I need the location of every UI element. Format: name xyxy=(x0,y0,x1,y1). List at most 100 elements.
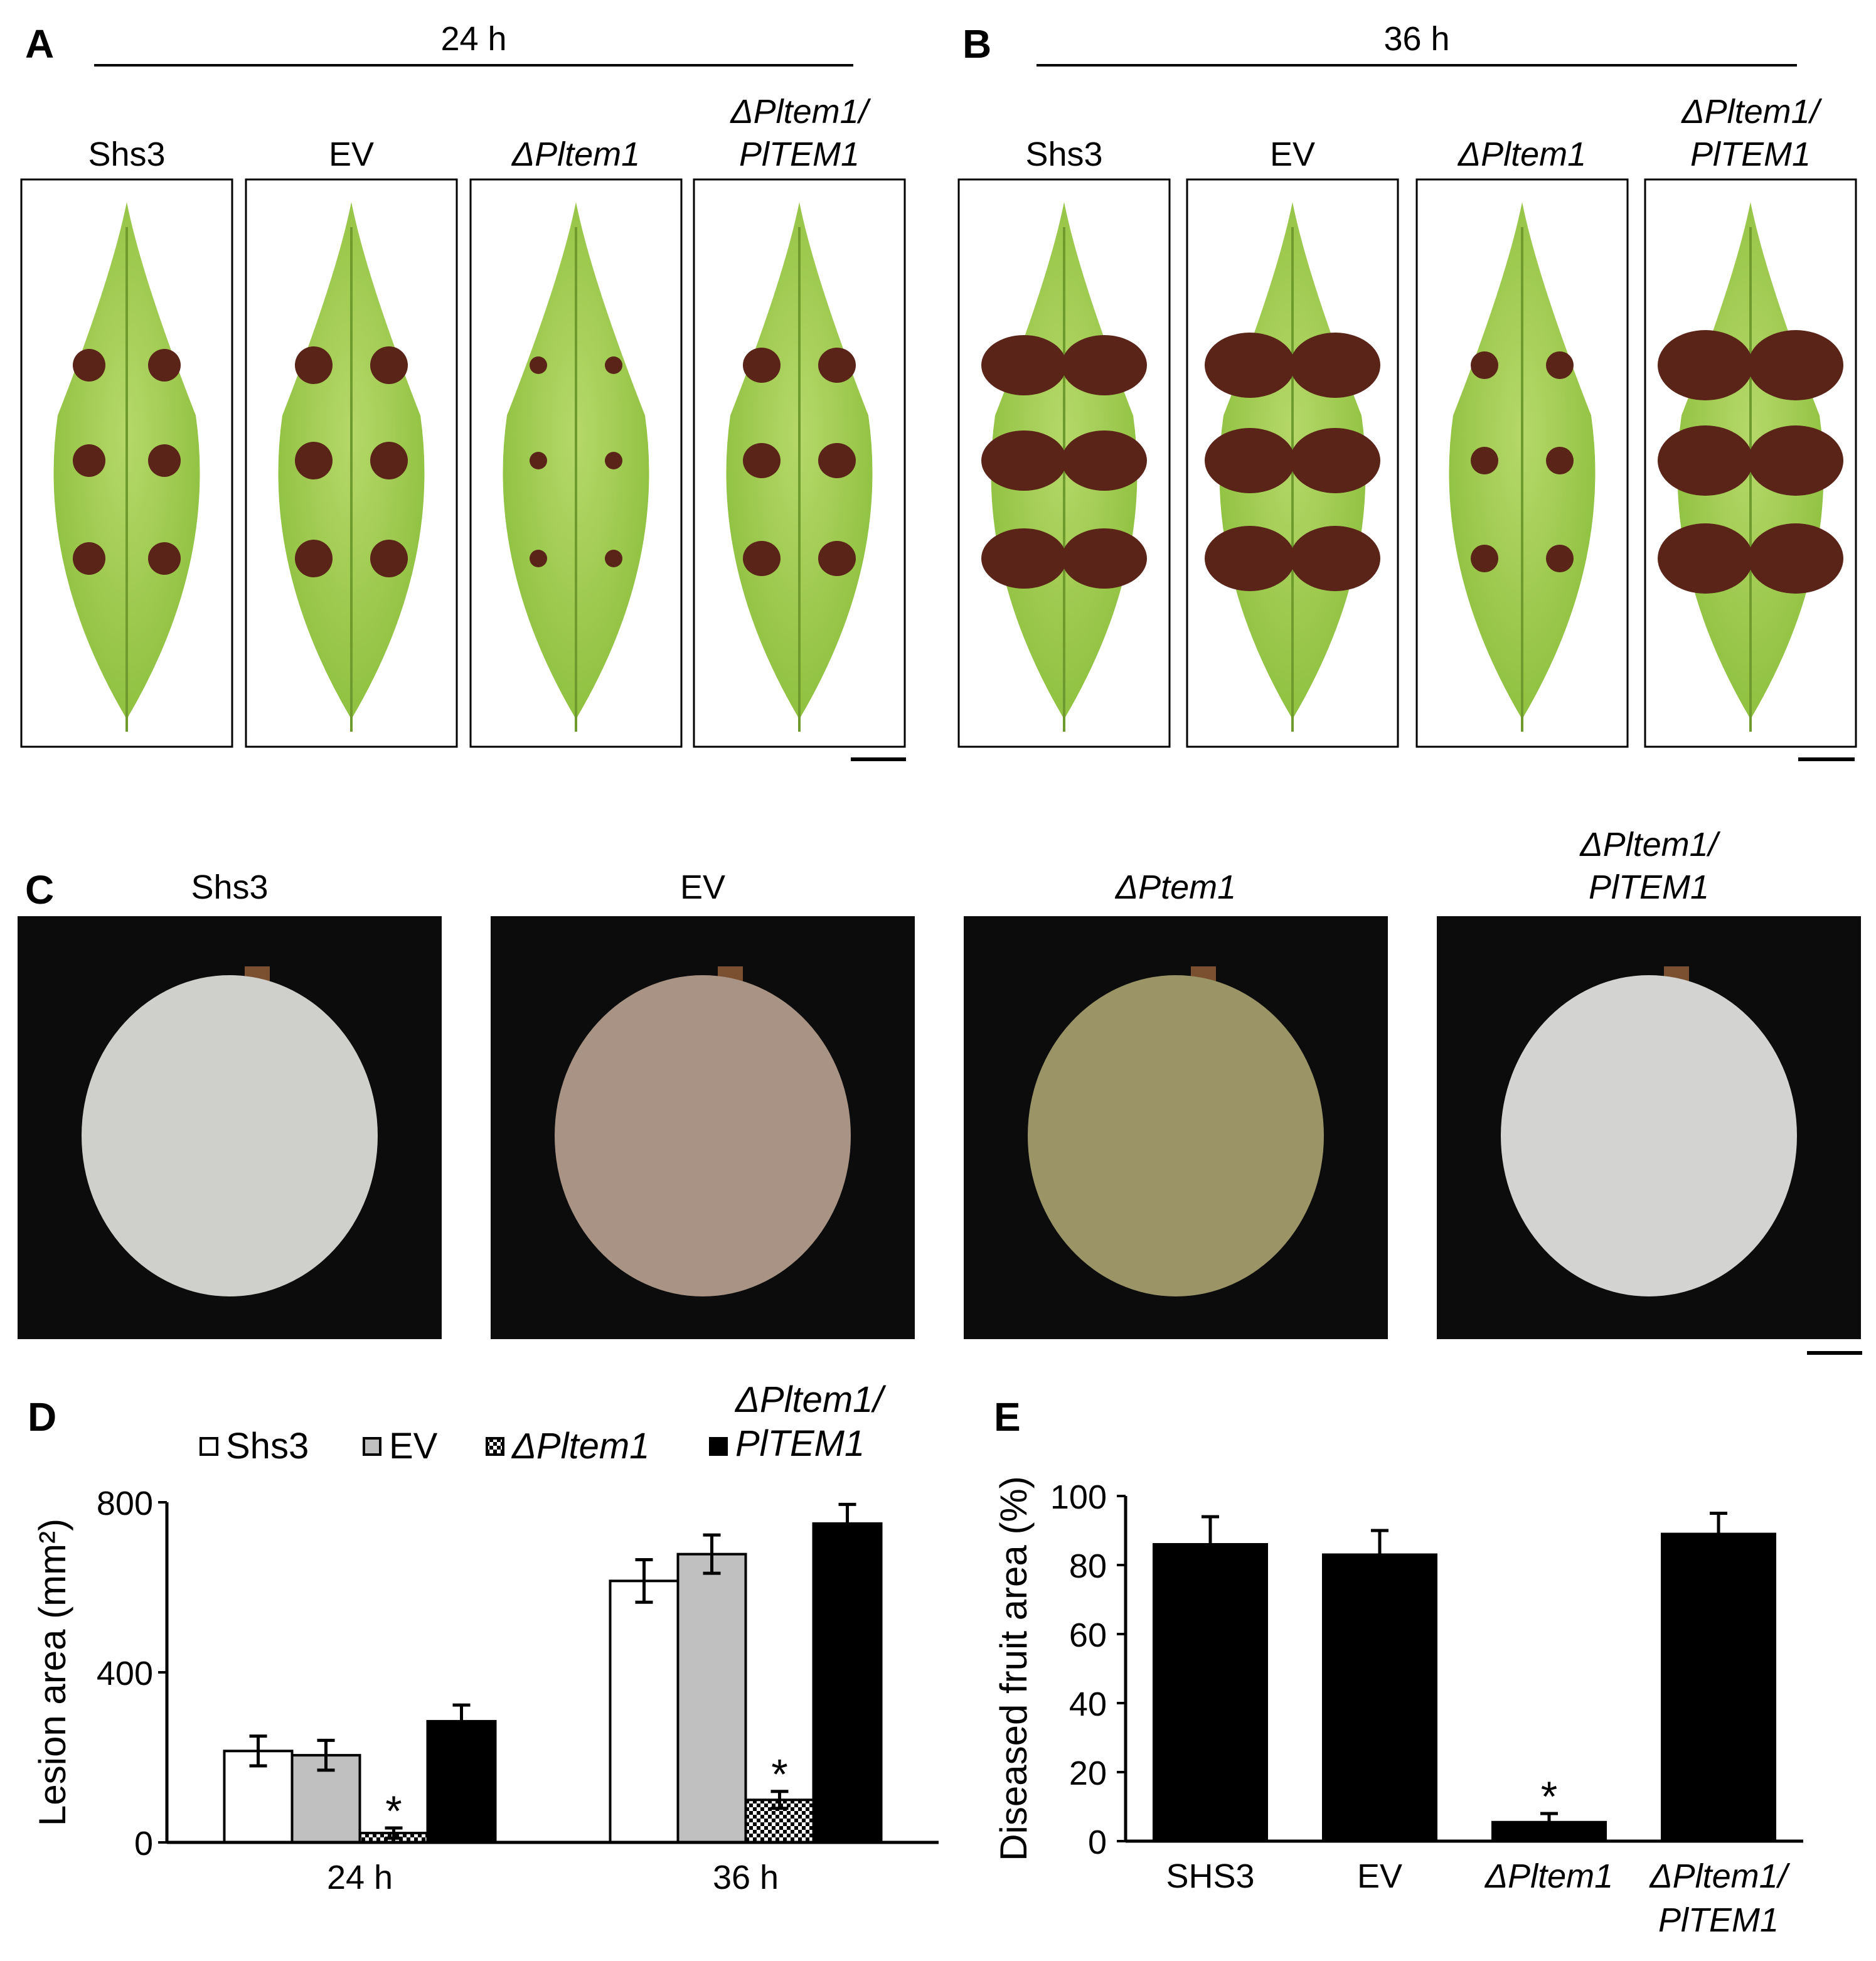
lesion xyxy=(295,346,333,384)
lesion xyxy=(1471,447,1498,474)
lesion xyxy=(1205,526,1295,591)
legend-label: ΔPltem1 xyxy=(511,1426,649,1467)
leaf-label: ΔPltem1/ xyxy=(729,93,871,131)
error-bar xyxy=(1710,1512,1727,1556)
lesion xyxy=(530,356,547,374)
lesion xyxy=(295,442,333,479)
leaf-label: EV xyxy=(329,136,374,173)
fruit xyxy=(82,975,378,1296)
error-bar xyxy=(1371,1529,1388,1581)
lesion xyxy=(530,452,547,469)
panel-letter: D xyxy=(28,1394,56,1440)
time-label: 36 h xyxy=(1383,20,1449,58)
lesion xyxy=(605,356,622,374)
bar xyxy=(426,1719,497,1844)
x-tick-label: SHS3 xyxy=(1166,1857,1254,1895)
lesion xyxy=(818,541,856,576)
lesion xyxy=(1290,526,1380,591)
lesion xyxy=(1062,430,1147,491)
lesion xyxy=(530,550,547,567)
lesion xyxy=(1546,545,1574,572)
y-tick-label: 0 xyxy=(134,1825,153,1862)
leaf-label: ΔPltem1 xyxy=(1457,136,1586,173)
lesion xyxy=(818,348,856,383)
x-tick-label: 24 h xyxy=(327,1859,393,1896)
lesion xyxy=(1748,523,1843,594)
legend-label: Shs3 xyxy=(226,1426,309,1467)
y-tick-label: 0 xyxy=(1088,1824,1107,1861)
leaf-label: ΔPltem1 xyxy=(511,136,640,173)
lesion xyxy=(73,444,105,477)
error-bar xyxy=(249,1734,267,1768)
leaf-label: PlTEM1 xyxy=(739,136,860,173)
lesion xyxy=(1471,545,1498,572)
significance: * xyxy=(1541,1773,1557,1820)
lesion xyxy=(148,444,181,477)
error-bar xyxy=(1540,1812,1558,1832)
lesion xyxy=(981,335,1067,395)
lesion xyxy=(1471,351,1498,379)
fruit xyxy=(1501,975,1797,1296)
lesion xyxy=(1290,428,1380,493)
x-tick-label: ΔPltem1 xyxy=(1484,1857,1613,1895)
leaf-label: PlTEM1 xyxy=(1690,136,1811,173)
bar xyxy=(1661,1532,1776,1842)
legend-swatch xyxy=(486,1437,504,1456)
lesion xyxy=(981,528,1067,589)
x-tick-label: EV xyxy=(1357,1857,1402,1895)
bar xyxy=(812,1522,883,1844)
fruit-label: PlTEM1 xyxy=(1589,868,1709,906)
lesion xyxy=(743,348,781,383)
lesion xyxy=(148,542,181,575)
lesion xyxy=(370,442,408,479)
x-tick-label: ΔPltem1/PlTEM1 xyxy=(1648,1857,1790,1939)
y-tick-label: 60 xyxy=(1069,1616,1107,1654)
legend-label: ΔPltem1/PlTEM1 xyxy=(734,1379,887,1464)
lesion xyxy=(743,443,781,478)
significance: * xyxy=(385,1787,402,1835)
lesion xyxy=(1205,428,1295,493)
lesion xyxy=(148,349,181,382)
legend-swatch xyxy=(363,1437,381,1456)
bar xyxy=(1153,1543,1268,1842)
lesion xyxy=(1062,335,1147,395)
lesion xyxy=(818,443,856,478)
significance: * xyxy=(771,1751,787,1798)
fruit-label: ΔPltem1/ xyxy=(1579,826,1720,863)
time-label: 24 h xyxy=(440,20,506,58)
lesion xyxy=(370,346,408,384)
error-bar xyxy=(385,1826,403,1840)
lesion xyxy=(295,540,333,577)
error-bar xyxy=(703,1533,721,1575)
y-tick-label: 40 xyxy=(1069,1686,1107,1723)
lesion xyxy=(1658,330,1753,400)
lesion xyxy=(73,542,105,575)
lesion xyxy=(1658,523,1753,594)
lesion xyxy=(605,452,622,469)
y-tick-label: 20 xyxy=(1069,1755,1107,1792)
bar xyxy=(676,1552,747,1844)
y-axis-label: Lesion area (mm²) xyxy=(31,1519,73,1826)
lesion xyxy=(1546,447,1574,474)
lesion xyxy=(605,550,622,567)
legend-swatch xyxy=(200,1437,218,1456)
lesion xyxy=(73,349,105,382)
leaf-label: EV xyxy=(1270,136,1315,173)
error-bar xyxy=(317,1738,335,1772)
error-bar xyxy=(452,1703,471,1739)
error-bar xyxy=(838,1502,856,1544)
error-bar xyxy=(770,1790,789,1810)
lesion xyxy=(1748,330,1843,400)
x-tick-label: 36 h xyxy=(713,1859,779,1896)
lesion xyxy=(1205,333,1295,398)
panel-letter: A xyxy=(25,21,54,67)
leaf-label: Shs3 xyxy=(1025,136,1102,173)
legend-swatch xyxy=(709,1437,728,1456)
lesion xyxy=(370,540,408,577)
y-axis-label: Diseased fruit area (%) xyxy=(993,1476,1035,1861)
lesion xyxy=(1546,351,1574,379)
panel-letter: C xyxy=(25,867,54,912)
lesion xyxy=(1748,425,1843,496)
lesion xyxy=(1658,425,1753,496)
